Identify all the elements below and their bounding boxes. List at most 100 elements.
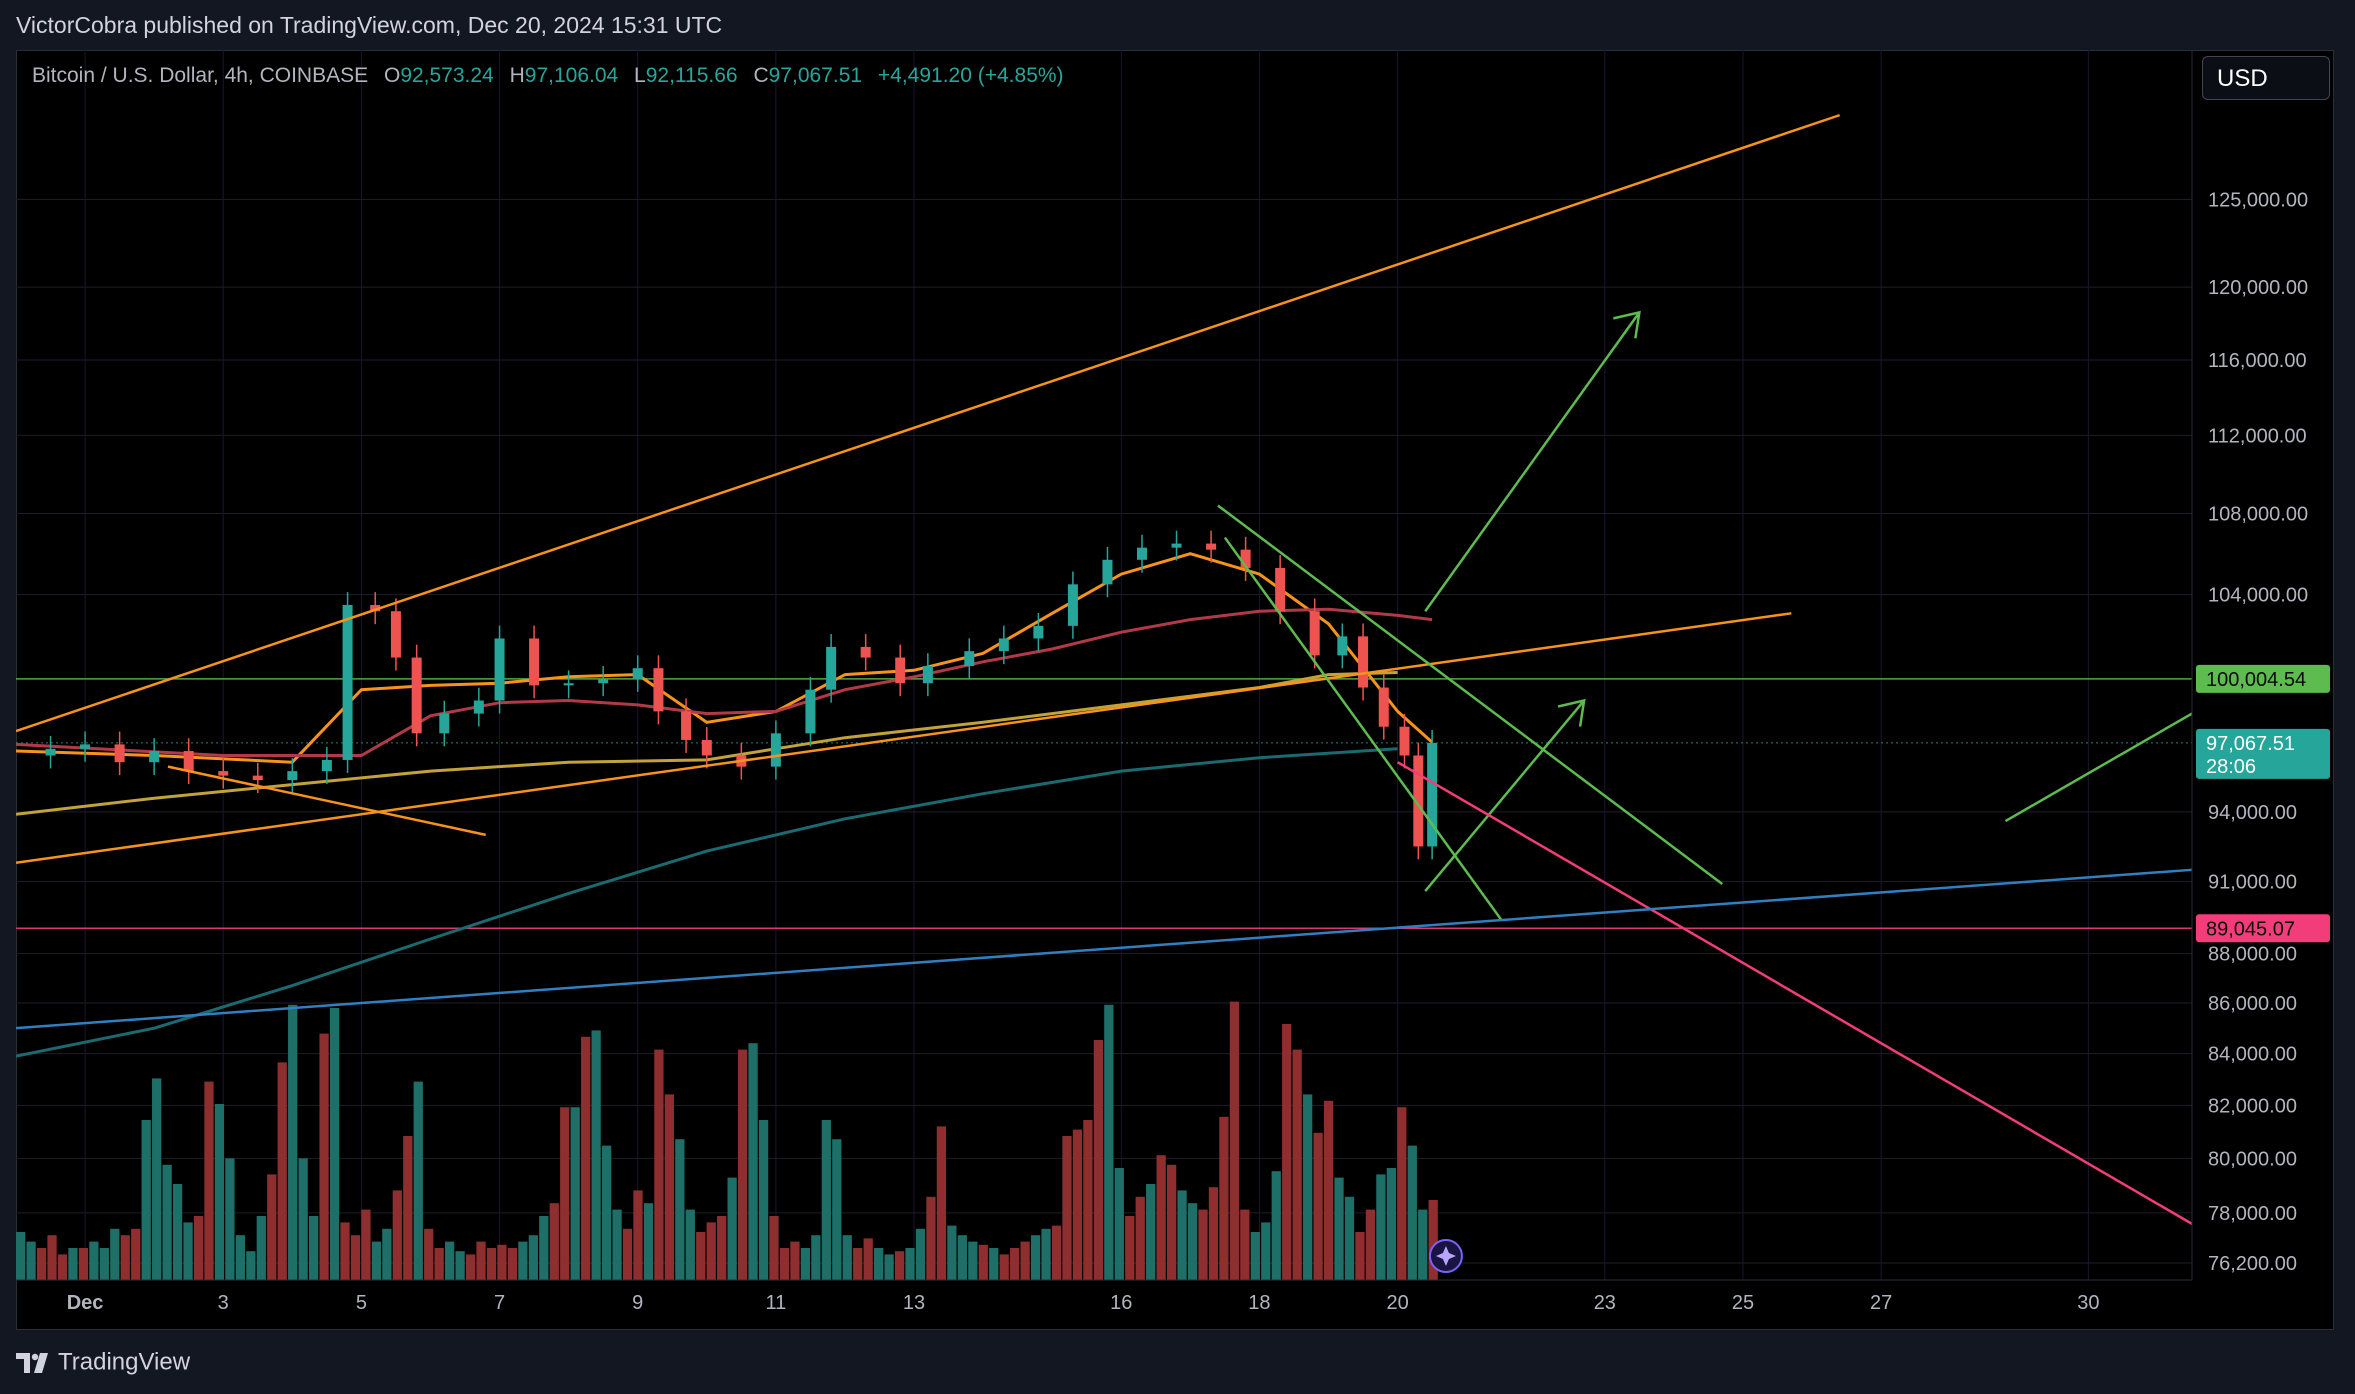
volume-bar — [811, 1235, 821, 1280]
volume-bar — [141, 1120, 151, 1280]
volume-bar — [1240, 1209, 1250, 1280]
volume-bar — [989, 1248, 999, 1280]
volume-bar — [193, 1216, 204, 1280]
time-tick-label: Dec — [67, 1292, 104, 1314]
volume-bars — [16, 1001, 1438, 1280]
time-tick-label: 16 — [1110, 1292, 1132, 1314]
volume-bar — [413, 1081, 423, 1280]
grid-lines — [16, 50, 2192, 1280]
chart-frame[interactable] — [16, 50, 2334, 1330]
volume-bar — [131, 1228, 141, 1280]
candle-body — [114, 744, 125, 763]
candle-body — [598, 678, 609, 684]
volume-bar — [863, 1238, 873, 1280]
volume-bar — [1041, 1228, 1051, 1280]
volume-bar — [1146, 1184, 1156, 1280]
volume-bar — [549, 1203, 559, 1280]
price-tick-label: 84,000.00 — [2208, 1044, 2297, 1066]
candle-body — [826, 646, 837, 690]
candle-body — [1427, 742, 1438, 847]
volume-bar — [727, 1177, 737, 1280]
candle-body — [1358, 636, 1369, 688]
trendline — [16, 113, 1841, 733]
volume-bar — [256, 1216, 266, 1280]
volume-bar — [1156, 1155, 1166, 1280]
candle-body — [860, 646, 871, 658]
volume-bar — [507, 1248, 518, 1280]
moving-average-line — [16, 552, 1434, 764]
volume-bar — [1093, 1040, 1104, 1280]
candle-body — [1309, 611, 1320, 656]
volume-bar — [68, 1248, 78, 1280]
volume-bar — [78, 1248, 89, 1280]
volume-bar — [769, 1216, 779, 1280]
volume-bar — [424, 1228, 434, 1280]
price-tick-label: 88,000.00 — [2208, 944, 2297, 966]
price-tag-label: 97,067.51 — [2206, 733, 2295, 755]
volume-bar — [622, 1228, 633, 1280]
volume-bar — [696, 1232, 706, 1280]
candle-body — [964, 651, 975, 667]
volume-bar — [89, 1241, 99, 1280]
volume-bar — [915, 1228, 926, 1280]
volume-bar — [560, 1107, 570, 1280]
countdown-label: 28:06 — [2206, 756, 2256, 778]
candle-body — [439, 713, 450, 734]
volume-bar — [821, 1120, 831, 1280]
volume-bar — [539, 1216, 549, 1280]
volume-bar — [1010, 1248, 1020, 1280]
volume-bar — [110, 1228, 120, 1280]
volume-bar — [16, 1232, 26, 1280]
candle-body — [218, 771, 229, 776]
footer-brand[interactable]: TradingView — [16, 1348, 190, 1378]
time-tick-label: 3 — [218, 1292, 229, 1314]
volume-bar — [36, 1248, 47, 1280]
volume-bar — [926, 1196, 936, 1280]
volume-bar — [842, 1235, 852, 1280]
volume-bar — [371, 1241, 382, 1280]
open-label: O — [383, 64, 401, 87]
volume-bar — [57, 1254, 68, 1280]
volume-bar — [633, 1190, 643, 1280]
currency-button[interactable]: USD — [2202, 56, 2330, 100]
volume-bar — [1250, 1232, 1260, 1280]
volume-bar — [1271, 1171, 1281, 1280]
volume-bar — [1334, 1177, 1344, 1280]
trendline — [16, 612, 1792, 865]
volume-bar — [779, 1248, 790, 1280]
spark-star-shape — [1435, 1246, 1456, 1266]
volume-bar — [298, 1158, 308, 1280]
price-series — [45, 530, 1438, 860]
volume-bar — [685, 1209, 695, 1280]
volume-bar — [172, 1184, 183, 1280]
time-tick-label: 7 — [494, 1292, 505, 1314]
volume-bar — [1292, 1049, 1302, 1280]
volume-bar — [581, 1036, 591, 1280]
trendline — [2004, 712, 2193, 823]
trendlines — [16, 113, 2193, 1225]
volume-bar — [445, 1241, 455, 1280]
volume-bar — [162, 1164, 172, 1280]
volume-bar — [612, 1209, 622, 1280]
candle-body — [494, 638, 505, 701]
candle-body — [1275, 567, 1286, 612]
chart-canvas[interactable]: 125,000.00 120,000.00 116,000.00 112,000.00… — [16, 50, 2334, 1330]
moving-averages — [16, 552, 1434, 1058]
price-tag-label: 89,045.07 — [2206, 918, 2295, 940]
volume-bar — [853, 1248, 863, 1280]
volume-bar — [737, 1049, 748, 1280]
volume-bar — [1114, 1168, 1124, 1280]
volume-bar — [591, 1030, 601, 1280]
arrowhead — [1613, 310, 1641, 339]
volume-bar — [706, 1222, 716, 1280]
time-tick-label: 11 — [765, 1292, 786, 1314]
volume-bar — [1219, 1116, 1229, 1280]
volume-bar — [1166, 1164, 1177, 1280]
volume-bar — [486, 1248, 497, 1280]
volume-bar — [152, 1078, 162, 1280]
volume-bar — [874, 1248, 884, 1280]
volume-bar — [47, 1235, 57, 1280]
header-bar: VictorCobra published on TradingView.com… — [0, 0, 2355, 50]
volume-bar — [340, 1222, 350, 1280]
trendline — [1396, 761, 2193, 1225]
